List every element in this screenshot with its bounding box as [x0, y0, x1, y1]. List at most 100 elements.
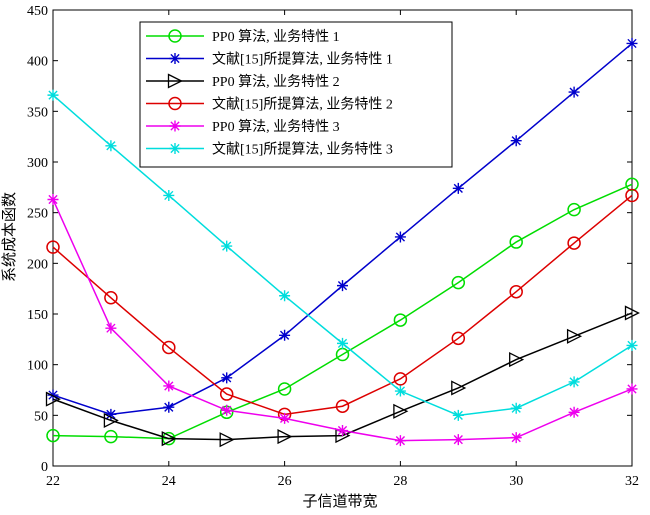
legend-label: PP0 算法, 业务特性 1 [212, 29, 340, 45]
legend-item: PP0 算法, 业务特性 1 [146, 29, 340, 45]
y-tick-label: 250 [27, 207, 48, 222]
point-circle [46, 428, 60, 443]
point-asterisk [626, 383, 638, 395]
data-point [566, 328, 583, 344]
point-circle [625, 188, 639, 203]
data-point [452, 182, 464, 194]
data-point [335, 399, 350, 413]
point-asterisk [337, 425, 348, 437]
data-point [394, 385, 406, 397]
data-point [279, 412, 291, 424]
point-asterisk [510, 432, 522, 444]
point-asterisk [510, 402, 522, 414]
data-point [221, 404, 233, 416]
data-point [394, 435, 406, 447]
point-triangle [103, 412, 119, 428]
legend-box [139, 21, 453, 168]
point-circle [393, 372, 408, 386]
data-point [46, 240, 60, 254]
y-tick-label: 350 [27, 105, 48, 120]
x-tick-label: 28 [393, 474, 407, 489]
y-tick-label: 450 [27, 4, 48, 19]
data-point [104, 429, 118, 444]
point-circle [451, 331, 466, 346]
y-tick-label: 150 [27, 308, 48, 323]
point-circle [451, 275, 466, 290]
data-point [169, 120, 181, 132]
data-point [452, 409, 464, 421]
data-point [219, 387, 234, 401]
data-point [105, 140, 117, 152]
point-asterisk [47, 89, 59, 101]
data-point [337, 280, 348, 292]
point-circle [567, 202, 581, 217]
point-triangle [566, 328, 583, 344]
point-asterisk [394, 385, 406, 397]
data-point [624, 305, 640, 321]
data-point [510, 402, 522, 414]
data-point [161, 431, 177, 447]
point-asterisk [163, 380, 175, 392]
data-point [393, 403, 409, 419]
point-circle [567, 236, 581, 250]
data-point [626, 383, 638, 395]
data-point [162, 340, 176, 355]
point-asterisk [279, 290, 291, 302]
legend-item: 文献[15]所提算法, 业务特性 2 [146, 97, 393, 113]
point-triangle [393, 403, 409, 419]
point-circle [162, 340, 176, 355]
data-point [509, 352, 525, 368]
data-point [279, 329, 291, 341]
point-asterisk [452, 182, 464, 194]
data-point [221, 372, 233, 384]
legend-label: PP0 算法, 业务特性 2 [212, 74, 340, 90]
data-point [277, 382, 292, 396]
point-asterisk [169, 53, 181, 64]
data-point [567, 236, 581, 250]
data-point [163, 380, 175, 392]
legend-label: 文献[15]所提算法, 业务特性 1 [212, 52, 393, 68]
point-asterisk [626, 339, 638, 351]
data-point [567, 202, 581, 217]
series-line [52, 183, 633, 440]
point-asterisk [279, 412, 291, 424]
series-2 [47, 37, 638, 420]
legend: PP0 算法, 业务特性 1 文献[15]所提算法, 业务特性 1 PP0 算法, … [139, 21, 453, 168]
data-point [626, 37, 638, 49]
data-point [393, 372, 408, 386]
point-circle [509, 284, 523, 299]
point-circle [509, 235, 523, 249]
y-tick-label: 0 [41, 460, 48, 475]
point-asterisk [163, 189, 175, 201]
data-point [47, 389, 59, 401]
point-circle [168, 96, 182, 111]
point-asterisk [47, 193, 59, 205]
data-point [168, 29, 182, 43]
y-tick-label: 300 [27, 156, 48, 171]
point-asterisk [279, 329, 291, 341]
legend-item: 文献[15]所提算法, 业务特性 1 [146, 52, 393, 68]
point-asterisk [626, 37, 638, 49]
point-circle [168, 29, 182, 43]
legend-label: 文献[15]所提算法, 业务特性 3 [212, 142, 393, 158]
point-circle [104, 429, 118, 444]
point-circle [104, 291, 118, 305]
point-triangle [624, 305, 640, 321]
data-point [510, 135, 522, 147]
point-asterisk [394, 231, 406, 243]
point-triangle [509, 352, 525, 368]
y-tick-label: 100 [27, 359, 48, 374]
data-point [509, 235, 523, 249]
series-6 [47, 89, 638, 421]
data-point [221, 240, 233, 252]
x-tick-label: 32 [625, 474, 639, 489]
data-point [45, 391, 61, 407]
legend-label: 文献[15]所提算法, 业务特性 2 [212, 97, 393, 113]
x-tick-label: 26 [278, 474, 292, 489]
x-axis-label: 子信道带宽 [302, 493, 377, 510]
point-triangle [451, 380, 467, 396]
point-asterisk [337, 280, 348, 292]
point-asterisk [452, 434, 464, 446]
x-tick-label: 30 [509, 474, 523, 489]
